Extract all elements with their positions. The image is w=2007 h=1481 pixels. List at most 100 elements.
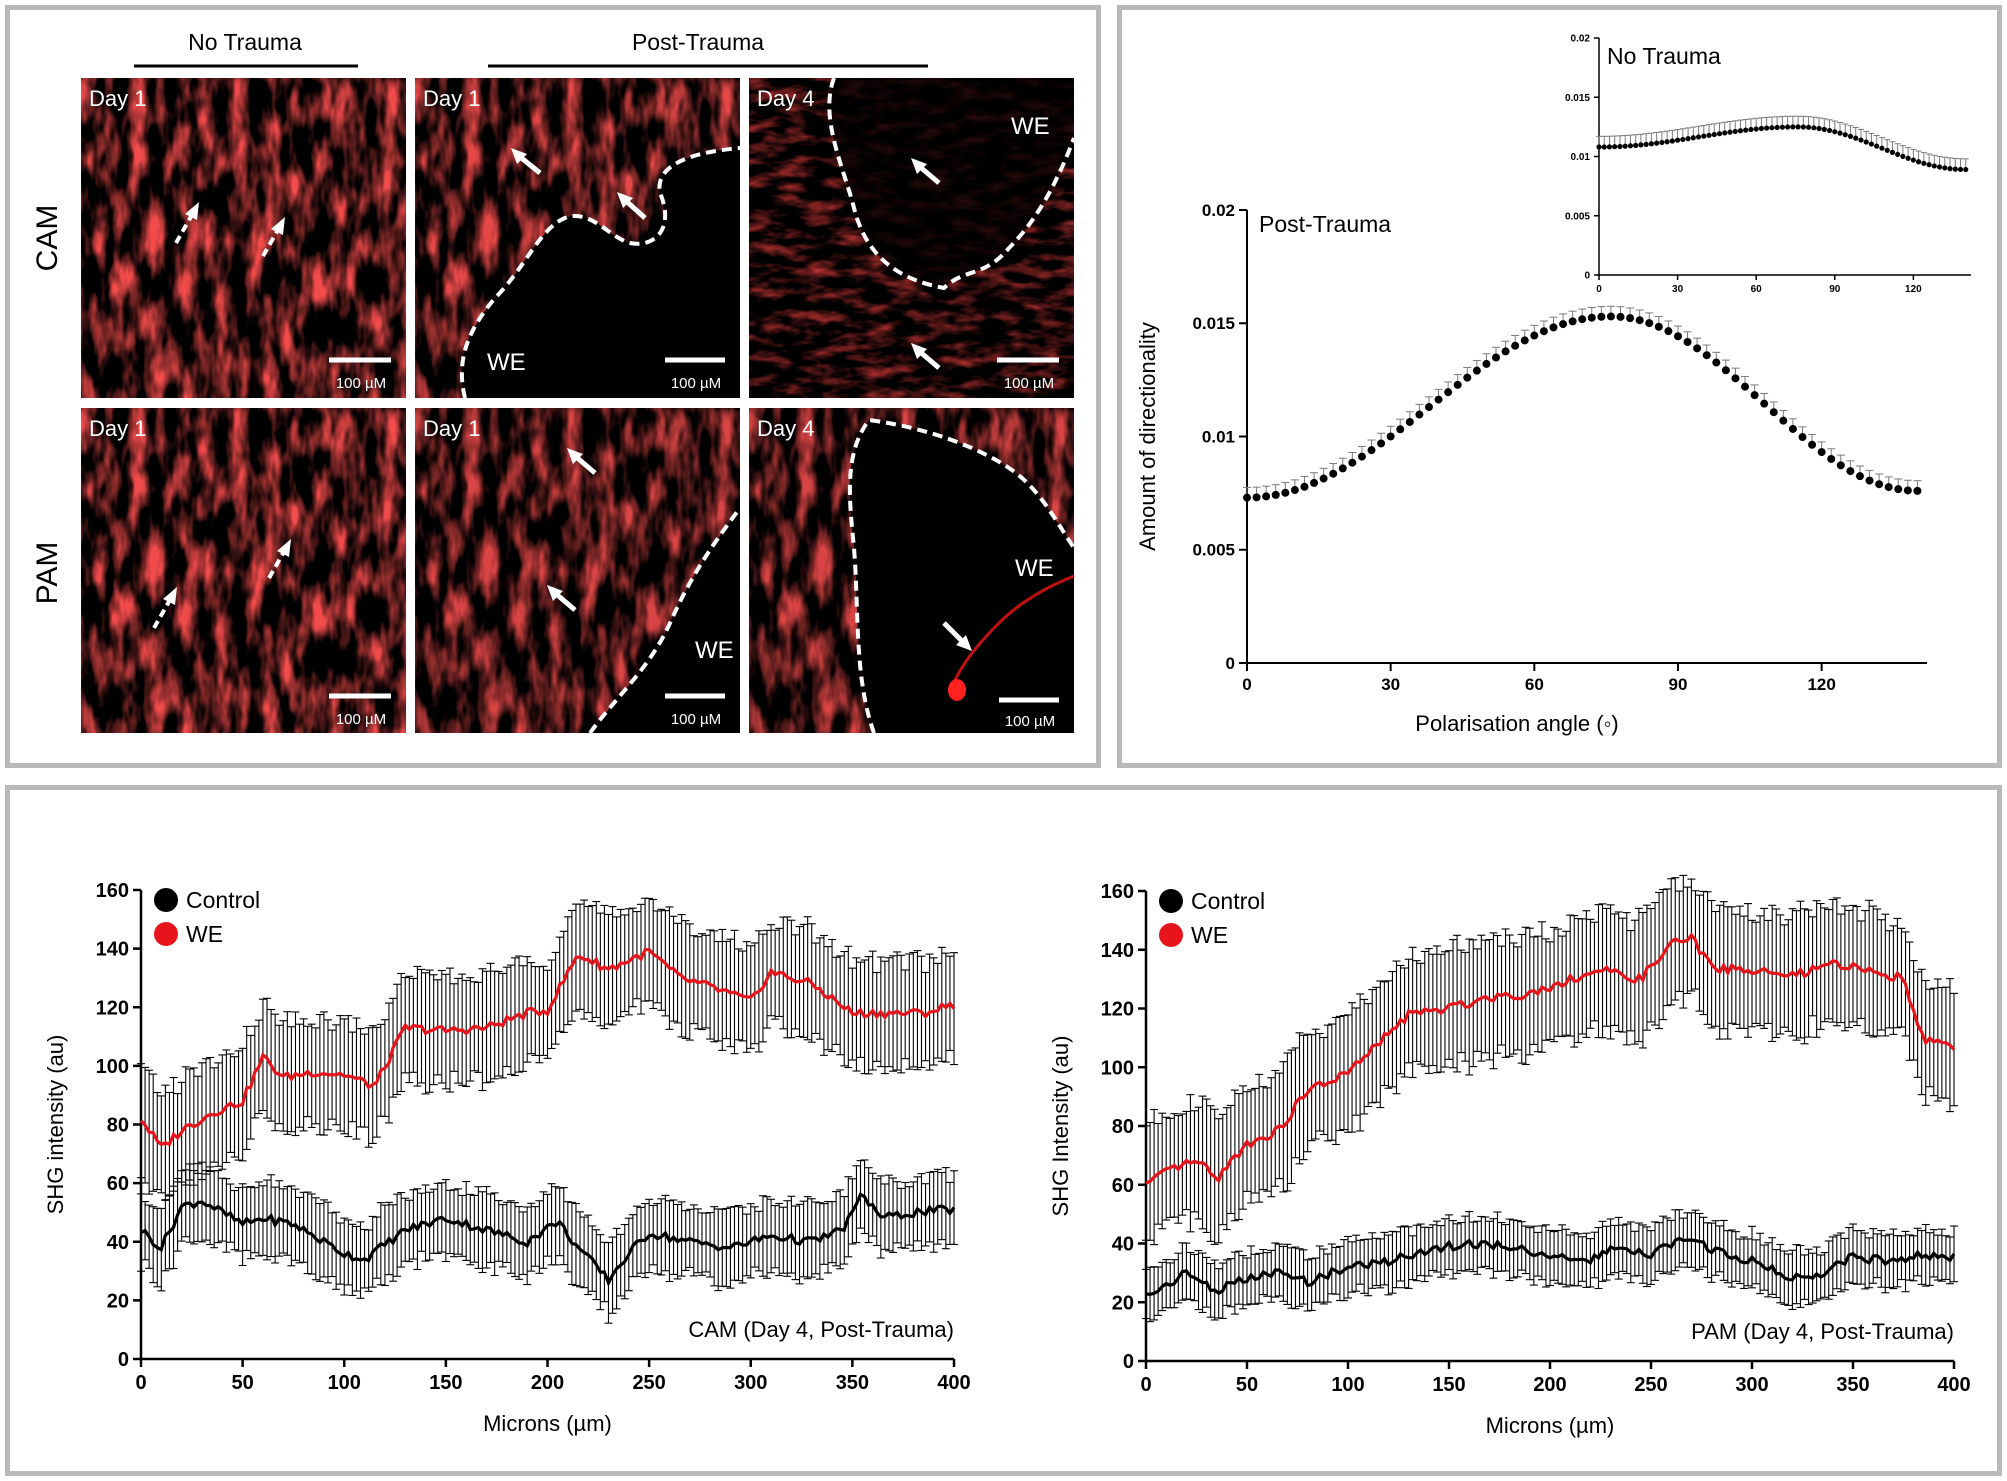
data-point	[1875, 480, 1884, 489]
data-point	[1855, 472, 1864, 481]
x-tick-label: 150	[429, 1372, 462, 1394]
y-tick-label: 120	[1101, 999, 1134, 1021]
chart-title: Post-Trauma	[1259, 211, 1391, 237]
data-point	[1654, 322, 1663, 331]
x-tick-label: 150	[1432, 1374, 1465, 1396]
x-tick-label: 250	[632, 1372, 665, 1394]
data-point	[1511, 341, 1520, 350]
data-point	[1865, 476, 1874, 485]
data-point	[1963, 166, 1969, 173]
data-point	[1627, 143, 1634, 149]
legend-label: WE	[1191, 922, 1228, 948]
data-point	[1348, 458, 1357, 467]
series-line-control	[140, 1192, 956, 1287]
data-point	[1750, 391, 1759, 400]
y-tick-label: 20	[107, 1290, 129, 1312]
y-tick-label: 120	[96, 997, 129, 1019]
data-point	[1396, 425, 1405, 434]
data-point	[1903, 486, 1912, 495]
wound-edge-label: WE	[1015, 555, 1054, 582]
y-tick-label: 40	[107, 1232, 129, 1254]
data-point	[1926, 162, 1932, 168]
y-tick-label: 0.01	[1571, 152, 1591, 163]
data-point	[1648, 141, 1654, 147]
data-point	[1837, 130, 1843, 136]
legend-marker	[1159, 889, 1183, 913]
y-tick-label: 0	[1226, 654, 1235, 673]
data-point	[1712, 358, 1721, 367]
data-point	[1701, 133, 1707, 139]
column-header-no-trauma: No Trauma	[188, 29, 302, 55]
x-axis-title: Polarisation angle (◦)	[1415, 711, 1618, 736]
data-point	[1758, 125, 1765, 132]
data-point	[1596, 144, 1602, 150]
data-point	[1711, 131, 1717, 138]
data-point	[1748, 126, 1754, 133]
data-point	[1243, 493, 1251, 502]
data-point	[1539, 327, 1548, 336]
y-tick-label: 60	[1112, 1175, 1134, 1197]
data-point	[1664, 327, 1673, 336]
legend-label: Control	[1191, 888, 1265, 914]
data-point	[1453, 380, 1462, 389]
data-point	[1645, 319, 1654, 328]
directionality-post-chart: 0 0.005 0.01 0.015 0.02 0 30 60 90 120 Post-Trauma…	[1135, 201, 1927, 736]
micrograph-tile: WE Day 1 100 µM	[415, 78, 741, 399]
data-point	[1329, 469, 1338, 478]
data-point	[1895, 151, 1901, 157]
x-tick-label: 0	[1140, 1374, 1151, 1396]
data-point	[1779, 124, 1785, 130]
data-point	[1942, 165, 1948, 171]
data-point	[1774, 124, 1780, 131]
legend-label: WE	[186, 921, 223, 947]
y-tick-label: 80	[107, 1115, 129, 1137]
arrow	[942, 621, 972, 651]
x-tick-label: 30	[1672, 284, 1684, 295]
data-point	[1846, 467, 1855, 476]
data-point	[1638, 142, 1644, 148]
data-point	[1808, 440, 1817, 449]
data-point	[1910, 157, 1916, 163]
y-axis-title: SHG intensity (au)	[43, 1035, 68, 1215]
x-axis-title: Microns (µm)	[1486, 1413, 1615, 1438]
x-tick-label: 120	[1807, 675, 1835, 694]
data-point	[1743, 127, 1749, 133]
data-point	[1405, 417, 1414, 426]
data-point	[1252, 493, 1261, 502]
wound-edge-line	[847, 417, 1076, 734]
micrograph-tile: WE Day 1 100 µM	[415, 408, 742, 735]
dashed-arrow	[152, 539, 291, 629]
data-point	[1606, 144, 1613, 150]
data-point	[1568, 317, 1577, 326]
data-point	[1732, 128, 1738, 135]
data-point	[1659, 139, 1665, 146]
data-point	[1482, 359, 1491, 368]
data-point	[1424, 403, 1433, 412]
data-point	[1338, 464, 1347, 473]
data-point	[1805, 124, 1812, 130]
wound-edge-region	[461, 148, 740, 398]
series-line-we	[1145, 932, 1956, 1185]
data-point	[1863, 139, 1869, 145]
data-point	[1952, 166, 1958, 172]
tile-day-label: Day 4	[757, 416, 814, 441]
chart-title: No Trauma	[1607, 43, 1721, 69]
data-point	[1290, 486, 1299, 495]
x-tick-label: 50	[232, 1372, 254, 1394]
data-point	[1753, 126, 1759, 132]
y-tick-label: 0.005	[1192, 541, 1235, 560]
y-tick-label: 0.02	[1571, 34, 1591, 45]
x-tick-label: 90	[1829, 284, 1841, 295]
scale-bar-label: 100 µM	[1005, 713, 1055, 730]
y-tick-label: 160	[96, 880, 129, 902]
shg-intensity-panel: 0 20 40 60 80 100 120 140 160 0 50 100 150 200 250 300 3…	[5, 785, 2002, 1476]
data-point	[1617, 143, 1623, 150]
data-point	[1800, 124, 1806, 130]
x-tick-label: 60	[1525, 675, 1544, 694]
y-tick-label: 40	[1112, 1234, 1134, 1256]
data-point	[1587, 313, 1596, 322]
data-point	[1606, 312, 1615, 321]
data-point	[1769, 125, 1775, 131]
data-point	[1858, 137, 1864, 143]
arrow	[547, 448, 597, 612]
